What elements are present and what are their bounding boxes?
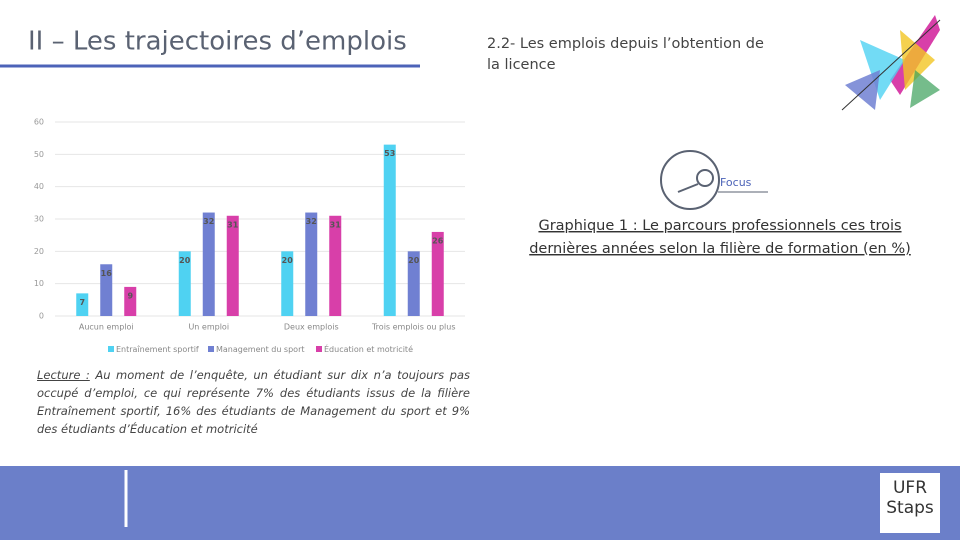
value-label: 20 <box>282 256 294 265</box>
y-tick-label: 10 <box>34 279 44 288</box>
legend-swatch <box>108 346 114 352</box>
footer-band <box>0 466 960 540</box>
value-label: 20 <box>408 256 420 265</box>
slide-title: II – Les trajectoires d’emplois <box>28 27 407 57</box>
y-tick-label: 60 <box>34 118 44 127</box>
value-label: 32 <box>306 217 317 226</box>
value-label: 26 <box>432 236 444 245</box>
bar <box>202 212 215 316</box>
legend-swatch <box>316 346 322 352</box>
value-label: 20 <box>179 256 191 265</box>
subtitle: la licence <box>487 57 556 73</box>
bar <box>226 215 239 316</box>
value-label: 32 <box>203 217 214 226</box>
lecture-text: Lecture : Au moment de l’enquête, un étu… <box>37 366 470 438</box>
lecture-label: Lecture : <box>37 368 90 382</box>
y-tick-label: 0 <box>39 312 44 321</box>
bar <box>407 251 420 316</box>
x-tick-label: Trois emplois ou plus <box>371 323 456 332</box>
x-tick-label: Deux emplois <box>284 323 339 332</box>
bar <box>281 251 294 316</box>
y-tick-label: 40 <box>34 182 44 191</box>
bar <box>100 264 113 316</box>
value-label: 7 <box>79 298 85 307</box>
logo-text: Staps <box>886 498 934 518</box>
chart-caption: dernières années selon la filière de for… <box>529 241 911 257</box>
value-label: 31 <box>227 220 239 229</box>
y-tick-label: 20 <box>34 247 44 256</box>
chart-caption: Graphique 1 : Le parcours professionnels… <box>538 218 901 234</box>
subtitle: 2.2- Les emplois depuis l’obtention de <box>487 36 764 52</box>
logo-text: UFR <box>893 478 927 498</box>
value-label: 9 <box>127 291 133 300</box>
logo-box <box>880 473 940 533</box>
x-tick-label: Un emploi <box>188 323 229 332</box>
legend-swatch <box>208 346 214 352</box>
bar <box>431 231 444 316</box>
value-label: 16 <box>101 269 113 278</box>
value-label: 53 <box>384 149 395 158</box>
bar <box>329 215 342 316</box>
legend-label: Entraînement sportif <box>116 345 199 354</box>
decoration <box>841 15 941 111</box>
lecture-body: Au moment de l’enquête, un étudiant sur … <box>37 368 471 436</box>
focus-icon <box>660 150 768 210</box>
bar <box>178 251 191 316</box>
legend-label: Éducation et motricité <box>324 343 413 354</box>
value-label: 31 <box>330 220 342 229</box>
x-tick-label: Aucun emploi <box>79 323 134 332</box>
bar <box>383 144 396 316</box>
chart: 0 10 20 30 40 50 60 Aucun emploi 7 16 9 Un emploi 20… <box>34 118 465 354</box>
y-tick-label: 50 <box>34 150 44 159</box>
legend-label: Management du sport <box>216 345 305 354</box>
bar <box>124 286 137 316</box>
bar <box>76 293 89 316</box>
bar <box>305 212 318 316</box>
y-tick-label: 30 <box>34 215 44 224</box>
focus-label: Focus <box>720 176 752 189</box>
